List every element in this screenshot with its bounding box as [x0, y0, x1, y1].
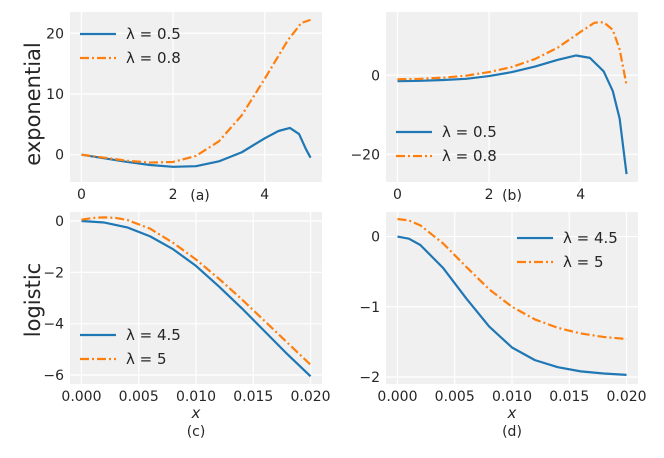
legend-label-2: λ = 0.8	[442, 147, 497, 165]
legend-label-2: λ = 5	[126, 350, 167, 368]
x-tick-label: 2	[169, 187, 178, 203]
x-tick-label: 0.020	[606, 389, 646, 405]
panel-label: (d)	[502, 424, 522, 440]
y-tick-label: −1	[359, 300, 380, 316]
series-group	[81, 18, 312, 168]
y-tick-label: 10	[46, 87, 64, 103]
x-tick-label: 0	[77, 187, 86, 203]
legend-label-1: λ = 0.5	[442, 123, 497, 141]
series-line-2	[397, 21, 628, 86]
y-tick-label: 20	[46, 26, 64, 42]
series-group	[397, 217, 627, 376]
x-tick-label: 0.000	[377, 389, 417, 405]
y-tick-label: −20	[350, 147, 380, 163]
panel-label: (b)	[502, 188, 522, 204]
x-tick-label: 0.005	[119, 389, 159, 405]
legend-label-2: λ = 5	[563, 253, 604, 271]
x-axis-label: x	[191, 404, 201, 422]
y-tick-label: 0	[371, 68, 380, 84]
row-label-logistic: logistic	[21, 263, 45, 337]
y-tick-label: −2	[43, 265, 64, 281]
x-tick-label: 0.005	[435, 389, 475, 405]
legend-label-1: λ = 4.5	[563, 229, 618, 247]
x-tick-label: 0.010	[176, 389, 216, 405]
panel-label: (a)	[190, 188, 210, 204]
y-tick-label: 0	[55, 148, 64, 164]
x-tick-label: 0	[393, 187, 402, 203]
series-line-1	[81, 219, 312, 378]
x-tick-label: 0.020	[290, 389, 330, 405]
x-tick-label: 4	[260, 187, 269, 203]
x-tick-label: 0.000	[61, 389, 101, 405]
plot-area	[70, 12, 322, 182]
series-group	[81, 216, 312, 378]
row-label-exponential: exponential	[21, 42, 45, 165]
x-tick-label: 0.015	[233, 389, 273, 405]
y-tick-label: −6	[43, 368, 64, 384]
series-line-1	[81, 126, 312, 168]
panel-d: 0.000 0.005 0.010 0.015 0.020 −2 −1 0 λ = 4.5 λ =…	[359, 212, 647, 440]
y-tick-label: −2	[359, 370, 380, 386]
series-line-2	[81, 216, 312, 366]
y-tick-label: 0	[371, 230, 380, 246]
x-tick-label: 0.010	[492, 389, 532, 405]
series-line-2	[397, 217, 627, 341]
series-group	[397, 21, 628, 175]
legend-label-1: λ = 0.5	[126, 25, 181, 43]
panel-a: 0 2 4 0 10 20 λ = 0.5 λ = 0.8 (a)	[46, 12, 322, 204]
series-line-1	[397, 235, 627, 376]
x-axis-label: x	[507, 404, 517, 422]
x-tick-label: 2	[485, 187, 494, 203]
y-tick-label: 0	[55, 214, 64, 230]
y-tick-label: −4	[43, 317, 64, 333]
panel-label: (c)	[187, 424, 206, 440]
series-line-1	[397, 54, 628, 175]
series-line-2	[81, 18, 311, 164]
panel-c: 0.000 0.005 0.010 0.015 0.020 −6 −4 −2 0 λ = 4.5 λ…	[43, 212, 331, 440]
x-tick-label: 0.015	[549, 389, 589, 405]
plot-area	[386, 12, 638, 182]
panel-b: 0 2 4 −20 0 λ = 0.5 λ = 0.8 (b)	[350, 12, 638, 204]
x-tick-label: 4	[576, 187, 585, 203]
legend-label-2: λ = 0.8	[126, 49, 181, 67]
legend-label-1: λ = 4.5	[126, 326, 181, 344]
